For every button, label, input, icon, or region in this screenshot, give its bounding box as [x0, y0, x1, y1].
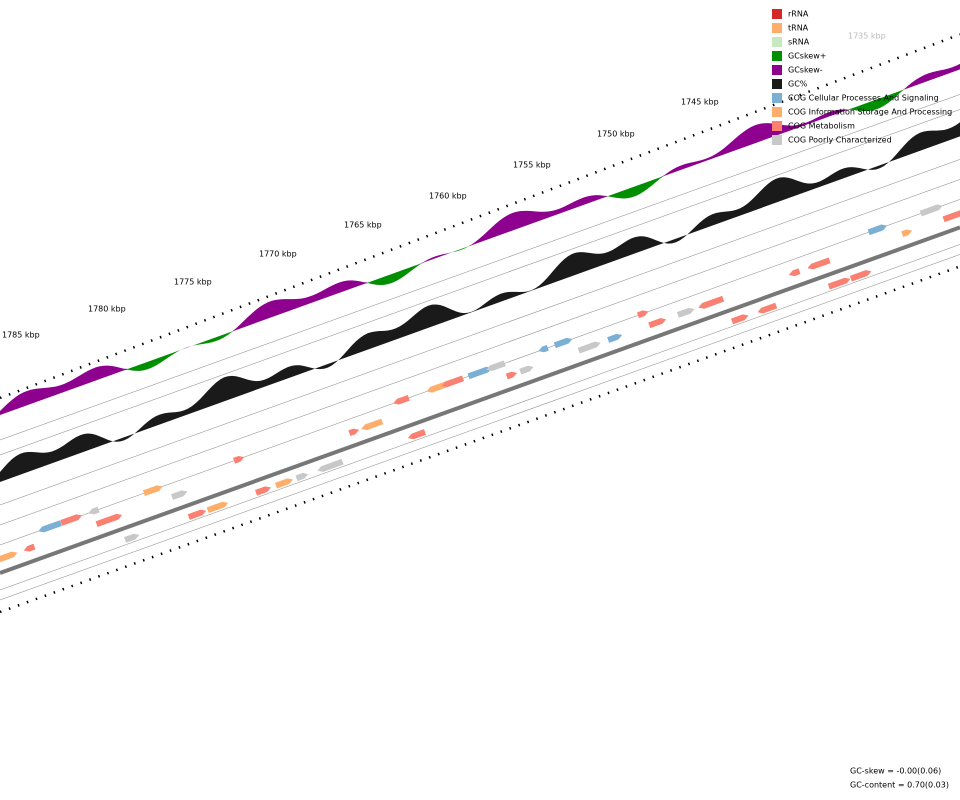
gene: [317, 458, 344, 472]
gc-skew-minus: [0, 69, 960, 416]
legend-swatch: [772, 93, 782, 103]
legend-swatch: [772, 37, 782, 47]
gene: [731, 314, 749, 325]
legend-swatch: [772, 23, 782, 33]
gene: [901, 229, 913, 238]
ruler-label: 1770 kbp: [259, 250, 297, 259]
ruler-label: 1750 kbp: [597, 130, 635, 139]
track-line: [0, 159, 960, 506]
legend-label: tRNA: [788, 24, 809, 33]
gene: [124, 533, 140, 543]
track-line: [0, 254, 960, 601]
legend-swatch: [772, 9, 782, 19]
gene: [407, 429, 427, 440]
ruler-label: 1780 kbp: [88, 305, 126, 314]
gene: [187, 509, 207, 520]
gene: [698, 295, 725, 309]
legend-label: COG Information Storage And Processing: [788, 108, 952, 117]
legend-swatch: [772, 107, 782, 117]
legend-label: GC%: [788, 80, 808, 89]
gene: [867, 224, 888, 236]
gc-content-stat: GC-content = 0.70(0.03): [850, 781, 949, 790]
gene: [807, 257, 831, 270]
track-line: [0, 179, 960, 526]
backbone: [0, 225, 960, 575]
legend-swatch: [772, 79, 782, 89]
gene: [0, 551, 18, 563]
ruler-label: 1760 kbp: [429, 192, 467, 201]
gene: [676, 307, 695, 318]
gene: [942, 209, 960, 223]
legend-swatch: [772, 51, 782, 61]
gene: [636, 310, 649, 319]
gene: [95, 513, 123, 528]
track-line: [0, 244, 960, 591]
legend-label: GCskew-: [788, 66, 823, 75]
gene: [361, 418, 384, 431]
ruler: [0, 33, 960, 400]
gene: [538, 344, 549, 353]
gene: [505, 371, 518, 380]
legend-label: COG Cellular Processes And Signaling: [788, 94, 939, 103]
gene: [467, 366, 492, 380]
gene: [519, 365, 534, 375]
gene: [88, 506, 100, 515]
gene: [23, 543, 36, 552]
gene: [607, 333, 623, 343]
legend-label: rRNA: [788, 10, 809, 19]
gene: [142, 485, 163, 496]
gene: [274, 478, 294, 489]
gc-skew-plus: [0, 63, 960, 415]
gene: [206, 501, 229, 514]
gene: [393, 395, 410, 405]
gene: [827, 277, 851, 290]
ruler-label: 1755 kbp: [513, 161, 551, 170]
track-line: [0, 109, 960, 456]
legend-swatch: [772, 135, 782, 145]
gc-content: [0, 122, 960, 483]
inner-ruler: [0, 265, 960, 614]
legend: rRNA tRNA sRNA GCskew+ GCskew- GC% COG Cellula…: [772, 9, 952, 145]
ruler-label: 1775 kbp: [174, 278, 212, 287]
ruler-label: 1735 kbp: [848, 32, 886, 41]
gene: [577, 341, 601, 354]
gene: [849, 270, 872, 282]
legend-label: GCskew+: [788, 52, 826, 61]
legend-label: COG Poorly Characterized: [788, 136, 892, 145]
gene: [553, 337, 573, 349]
ruler-label: 1785 kbp: [2, 331, 40, 340]
gene: [60, 514, 83, 526]
gene: [38, 520, 63, 533]
gene: [232, 455, 245, 464]
gene: [255, 486, 271, 496]
gene: [757, 302, 778, 314]
track-line: [0, 94, 960, 441]
gene: [486, 360, 506, 372]
gene: [648, 318, 667, 329]
gene: [788, 268, 801, 277]
gc-skew-stat: GC-skew = -0.00(0.06): [850, 767, 941, 776]
gene: [348, 428, 360, 437]
gene: [170, 490, 188, 500]
legend-label: sRNA: [788, 38, 810, 47]
legend-swatch: [772, 121, 782, 131]
ruler-label: 1745 kbp: [681, 98, 719, 107]
gene: [295, 472, 309, 482]
gene: [441, 375, 465, 388]
tracks: 1735 kbp 1745 kbp 1750 kbp 1755 kbp 1760 kbp…: [0, 32, 960, 614]
legend-swatch: [772, 65, 782, 75]
gene: [919, 204, 943, 217]
legend-label: COG Metabolism: [788, 122, 855, 131]
ruler-label: 1765 kbp: [344, 221, 382, 230]
